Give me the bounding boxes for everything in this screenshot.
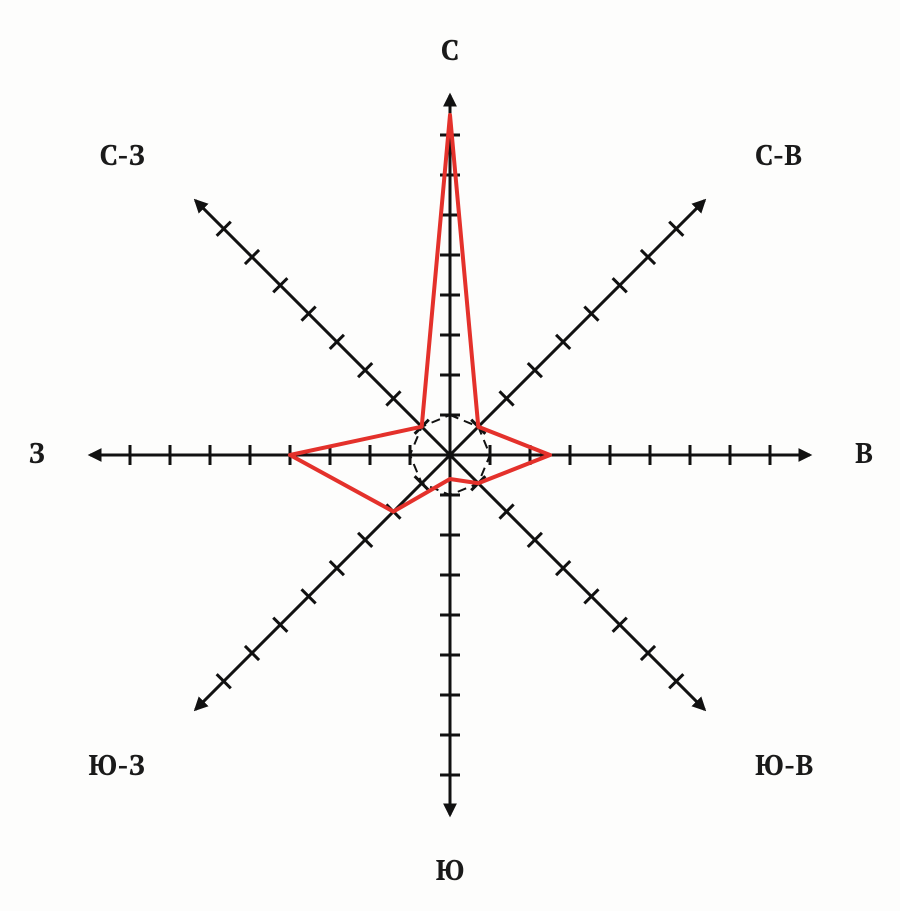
axis-label-SE: Ю-В: [755, 747, 814, 784]
wind-rose-chart: С С-В В Ю-В Ю Ю-З З С-З: [0, 0, 900, 911]
axis-NW: [195, 200, 450, 455]
axis-label-S: Ю: [436, 852, 465, 889]
axis-SE: [450, 455, 705, 710]
axis-label-NW: С-З: [100, 137, 145, 174]
axis-NE: [450, 200, 705, 455]
axis-label-W: З: [29, 435, 45, 472]
axis-label-SW: Ю-З: [88, 747, 145, 784]
axes: [90, 95, 810, 815]
axis-label-NE: С-В: [755, 137, 802, 174]
axis-label-E: В: [855, 435, 873, 472]
axis-label-N: С: [441, 32, 459, 69]
axis-SW: [195, 455, 450, 710]
